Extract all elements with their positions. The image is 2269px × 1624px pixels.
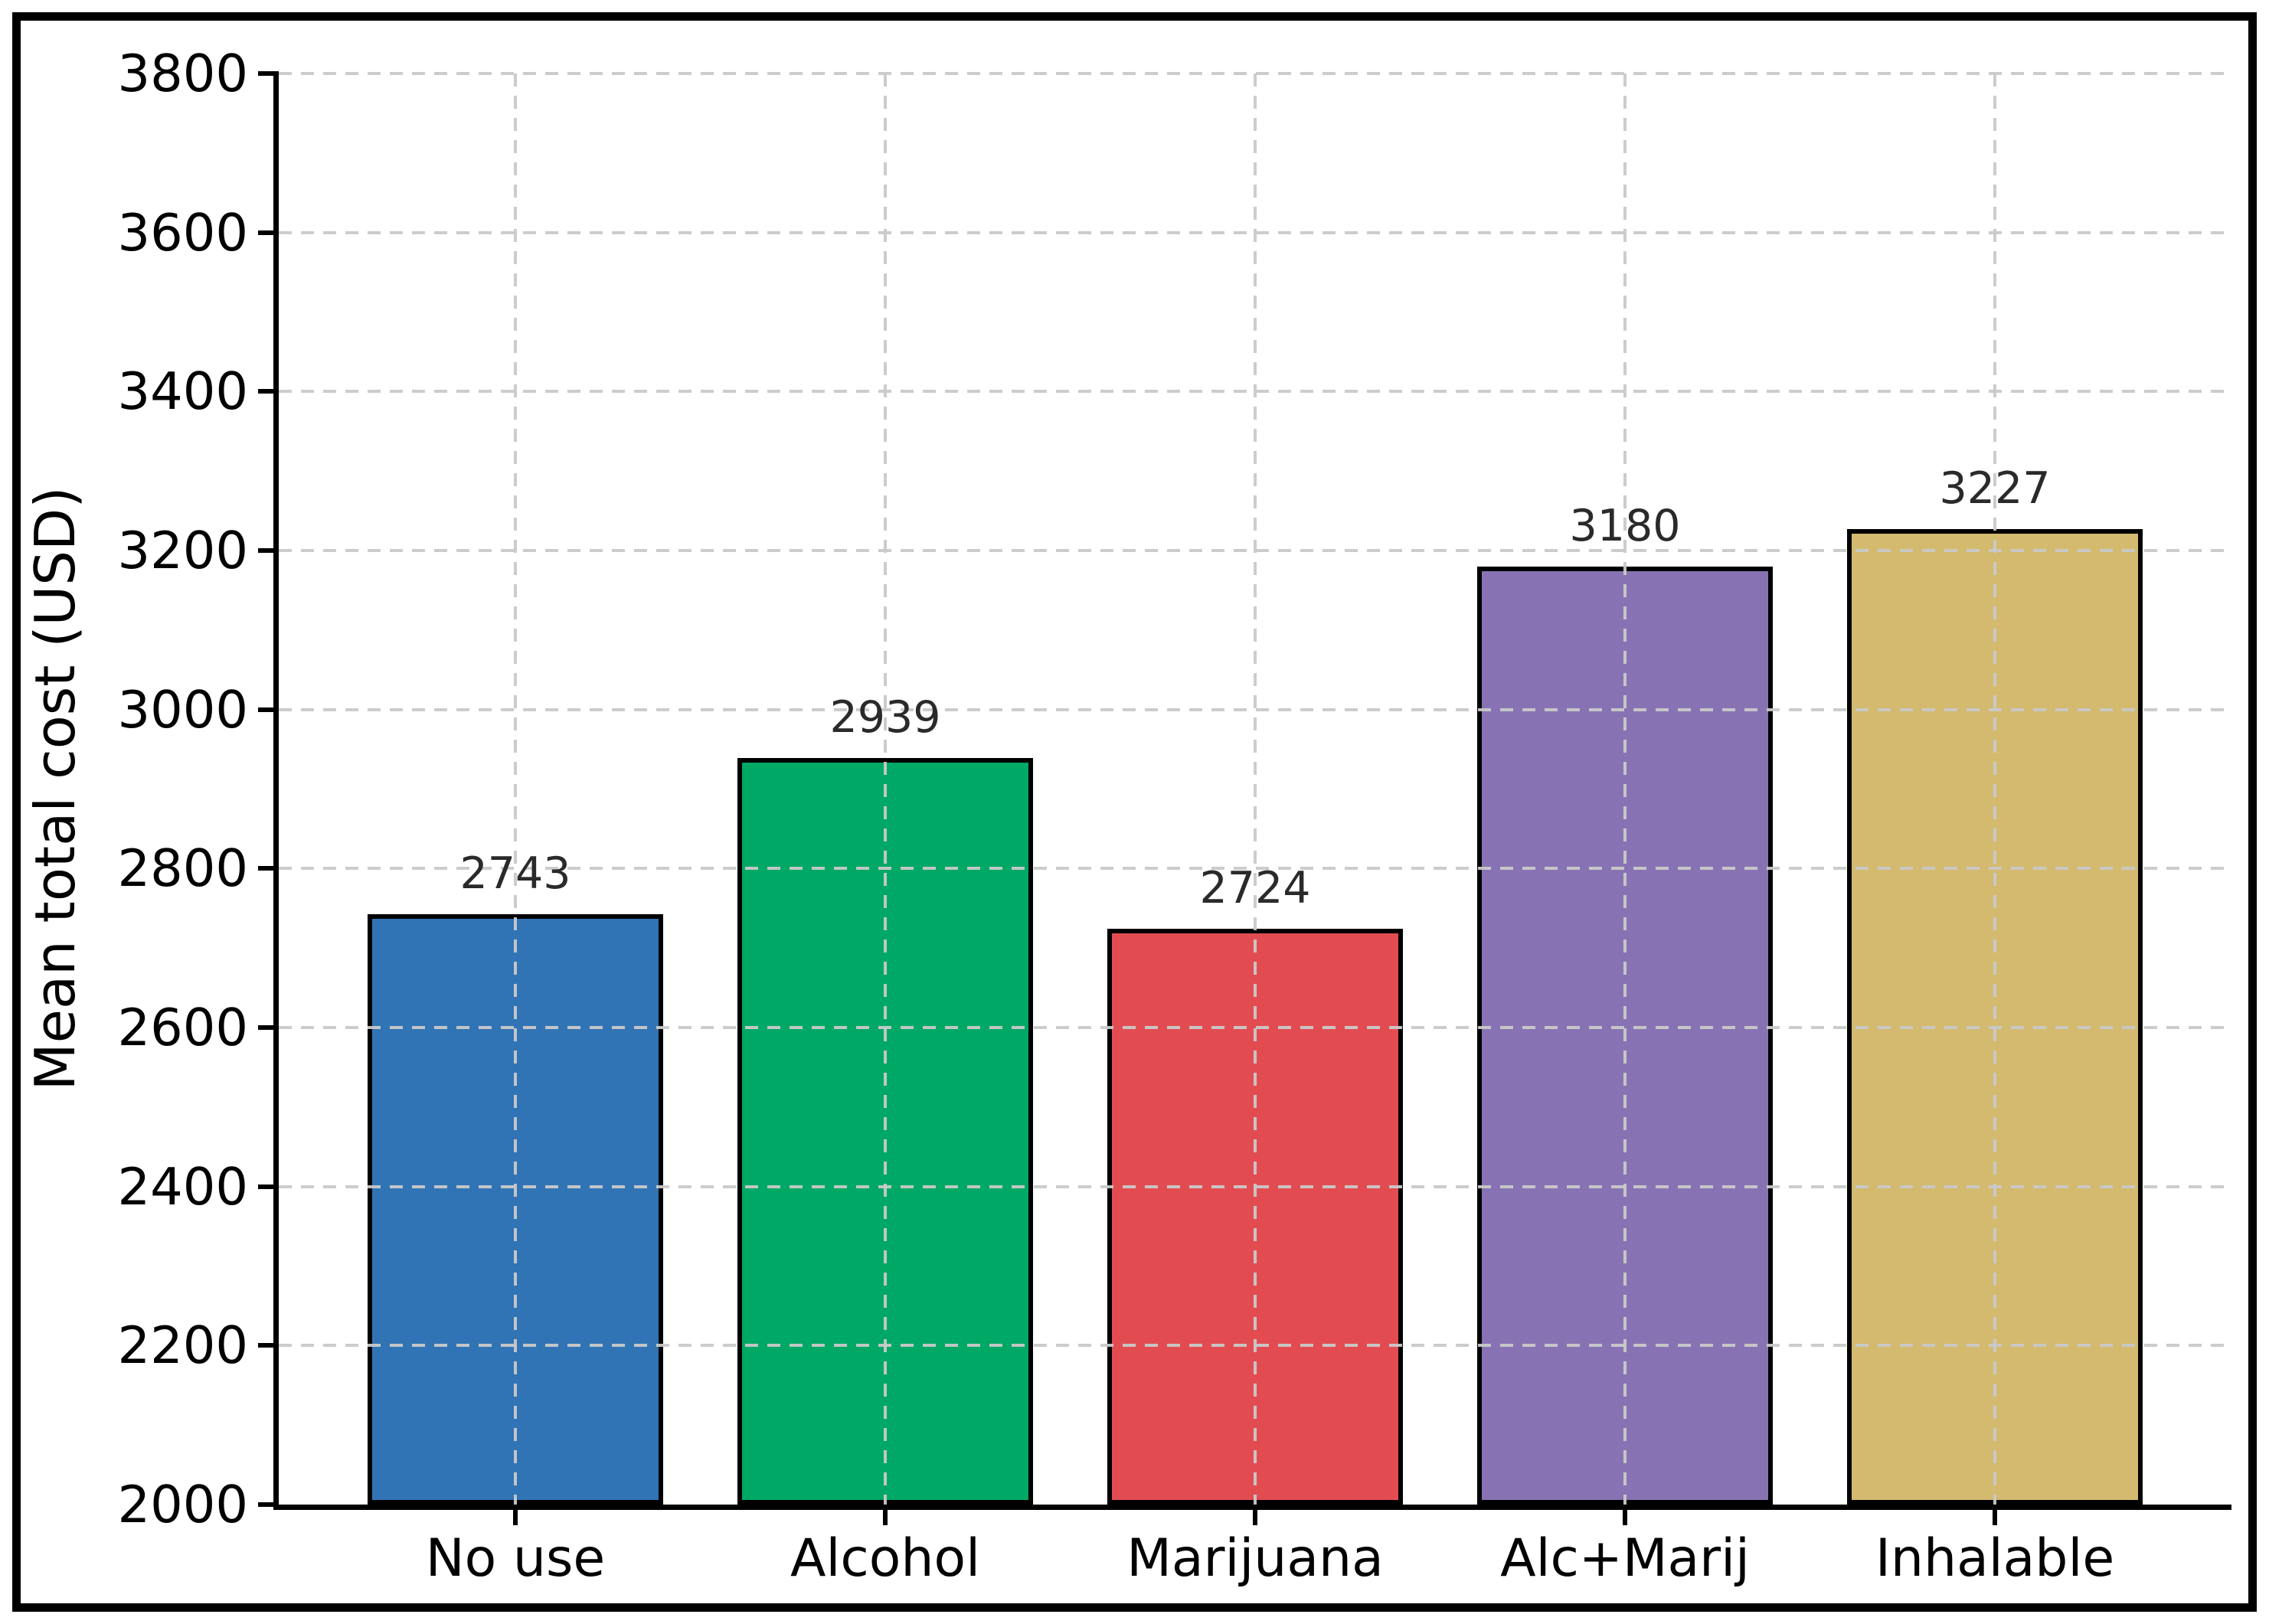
x-gridline bbox=[514, 74, 517, 1505]
y-tick-label: 2400 bbox=[117, 1156, 248, 1217]
y-tick-label: 2600 bbox=[117, 998, 248, 1057]
x-tick-label: Inhalable bbox=[1875, 1528, 2115, 1589]
y-tick bbox=[258, 1025, 279, 1030]
y-tick-label: 3200 bbox=[117, 521, 248, 580]
x-tick bbox=[883, 1505, 888, 1525]
bar-value-label: 2939 bbox=[829, 692, 941, 743]
x-gridline bbox=[884, 74, 887, 1505]
bar-value-label: 3180 bbox=[1569, 500, 1681, 551]
y-tick bbox=[258, 71, 279, 76]
y-tick bbox=[258, 389, 279, 394]
bar-value-label: 2743 bbox=[459, 848, 571, 899]
y-tick bbox=[258, 1502, 279, 1507]
x-tick bbox=[513, 1505, 518, 1525]
x-tick-label: Alcohol bbox=[790, 1528, 980, 1589]
x-gridline bbox=[1623, 74, 1627, 1505]
bar-value-label: 3227 bbox=[1939, 462, 2051, 514]
y-tick bbox=[258, 707, 279, 712]
figure-border bbox=[12, 12, 2257, 1612]
y-tick-label: 3800 bbox=[117, 44, 248, 103]
y-tick bbox=[258, 1343, 279, 1348]
y-tick-label: 2000 bbox=[117, 1475, 248, 1534]
plot-area: 2000 2200 2400 2600 2800 3000 3200 3400 3600 3800… bbox=[117, 47, 2231, 1589]
y-tick-label: 3600 bbox=[117, 202, 248, 263]
x-gridline bbox=[1993, 74, 1996, 1505]
y-tick bbox=[258, 230, 279, 235]
y-tick bbox=[258, 1184, 279, 1189]
x-tick bbox=[1623, 1505, 1627, 1525]
x-tick-label: Marijuana bbox=[1126, 1528, 1384, 1589]
y-tick-label: 2800 bbox=[117, 838, 248, 899]
x-tick bbox=[1253, 1505, 1257, 1525]
x-tick-label: Alc+Marij bbox=[1500, 1528, 1750, 1589]
x-tick-label: No use bbox=[425, 1528, 606, 1589]
y-tick bbox=[258, 548, 279, 553]
y-tick bbox=[258, 866, 279, 871]
x-tick bbox=[1993, 1505, 1997, 1525]
y-tick-label: 3400 bbox=[117, 361, 248, 422]
y-tick-label: 2200 bbox=[117, 1315, 248, 1376]
y-tick-label: 3000 bbox=[117, 679, 248, 740]
bar-value-label: 2724 bbox=[1199, 863, 1311, 914]
x-gridline bbox=[1254, 74, 1257, 1505]
